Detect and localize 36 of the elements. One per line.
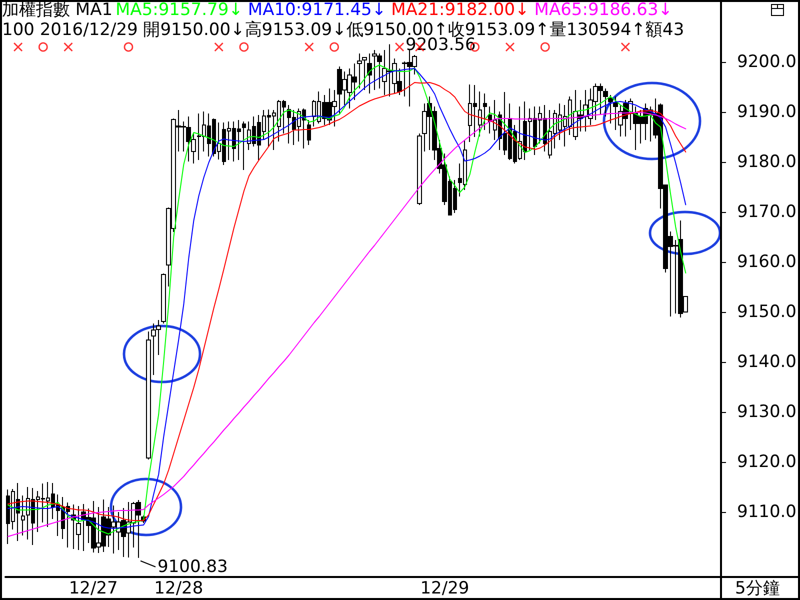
y-tick-label: 9120.0 <box>737 452 796 472</box>
candlestick <box>478 91 482 137</box>
candlestick <box>362 57 367 90</box>
candlestick <box>21 495 25 536</box>
chart-title: 加權指數 MA1 <box>2 0 113 20</box>
text: MA65:9186.63↓ <box>534 0 673 20</box>
candlestick <box>76 506 81 550</box>
candlestick <box>307 120 311 146</box>
y-tick-label: 9130.0 <box>737 402 796 422</box>
candlestick <box>242 121 246 170</box>
x-axis-title: 5分鐘 <box>735 578 780 598</box>
candlestick <box>613 96 618 130</box>
y-tick-label: 9170.0 <box>737 202 796 222</box>
candlestick <box>603 88 608 117</box>
y-tick-label: 9200.0 <box>737 52 796 72</box>
text: MA10:9171.45↓ <box>248 0 386 20</box>
y-tick-label: 9140.0 <box>737 352 796 372</box>
annotation: 9100.83 <box>158 556 228 577</box>
candlestick <box>146 331 151 460</box>
candlestick <box>483 93 487 130</box>
candlestick <box>608 94 613 124</box>
candlestick <box>488 106 492 134</box>
x-tick-label: 12/28 <box>154 578 204 598</box>
x-tick-label: 12/29 <box>420 578 470 598</box>
y-tick-label: 9160.0 <box>737 252 796 272</box>
y-tick-label: 9150.0 <box>737 302 796 322</box>
candlestick <box>161 273 166 324</box>
x-tick-label: 12/27 <box>68 578 118 598</box>
text: MA21:9182.00↓ <box>391 0 530 20</box>
candlestick <box>357 53 362 89</box>
y-tick-label: 9180.0 <box>737 152 796 172</box>
candlestick <box>417 133 422 206</box>
y-tick-label: 9190.0 <box>737 102 796 122</box>
text: MA5:9157.79↓ <box>116 0 243 20</box>
y-tick-label: 9110.0 <box>737 502 796 522</box>
candlestick <box>367 53 372 94</box>
